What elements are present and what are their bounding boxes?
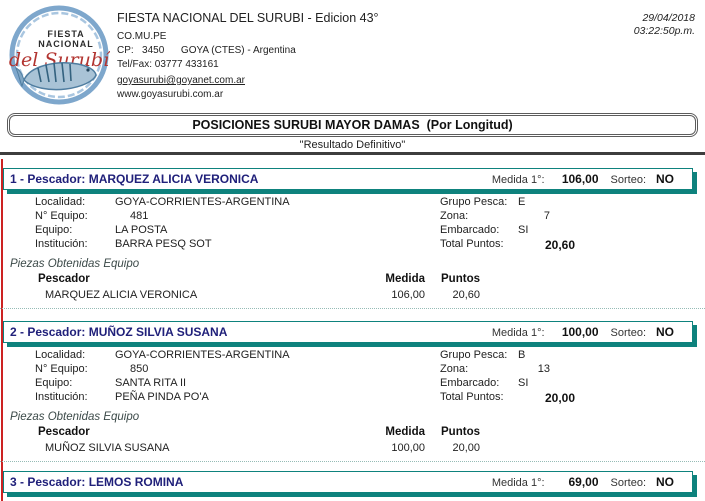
- record-header-right: Medida 1°: 69,00 Sorteo: NO: [492, 475, 678, 489]
- record-header-bar: 1 - Pescador: MARQUEZ ALICIA VERONICA Me…: [3, 168, 693, 190]
- sorteo-value: NO: [656, 475, 674, 489]
- nequipo-label: N° Equipo:: [35, 363, 88, 375]
- org-email: goyasurubi@goyanet.com.ar: [117, 75, 245, 86]
- medida1-value: 69,00: [568, 475, 599, 489]
- pieza-pescador: MUÑOZ SILVIA SUSANA: [45, 442, 170, 454]
- localidad-value: GOYA-CORRIENTES-ARGENTINA: [115, 196, 290, 208]
- sorteo-value: NO: [656, 172, 674, 186]
- institucion-label: Institución:: [35, 238, 88, 250]
- org-header: FIESTA NACIONAL DEL SURUBI - Edicion 43°…: [117, 12, 379, 101]
- piezas-heading: Piezas Obtenidas Equipo: [10, 411, 140, 423]
- record-title: 3 - Pescador: LEMOS ROMINA: [10, 475, 184, 489]
- zona-label: Zona:: [440, 210, 469, 222]
- institucion-label: Institución:: [35, 391, 88, 403]
- col-medida: Medida: [385, 273, 425, 285]
- col-pescador: Pescador: [38, 273, 90, 285]
- embarcado-label: Embarcado:: [440, 224, 500, 236]
- embarcado-value: SI: [518, 377, 529, 389]
- print-date: 29/04/2018: [642, 12, 695, 24]
- embarcado-label: Embarcado:: [440, 377, 500, 389]
- logo-word-fiesta: FIESTA: [47, 29, 84, 39]
- logo-ring-inner: [15, 11, 103, 99]
- org-telfax: Tel/Fax: 03777 433161: [117, 59, 219, 70]
- nequipo-value: 850: [130, 363, 149, 375]
- pieza-pescador: MARQUEZ ALICIA VERONICA: [45, 289, 198, 301]
- sorteo-value: NO: [656, 325, 674, 339]
- col-puntos: Puntos: [441, 426, 480, 438]
- report-title-box: POSICIONES SURUBI MAYOR DAMAS (Por Longi…: [7, 113, 698, 137]
- medida1-label: Medida 1°:: [491, 477, 545, 489]
- header-rule: [0, 152, 705, 155]
- zona-value: 7: [543, 210, 550, 222]
- print-datetime: 29/04/2018 03:22:50p.m.: [634, 12, 695, 38]
- col-pescador: Pescador: [38, 426, 90, 438]
- record-separator: [0, 461, 705, 462]
- total-value: 20,00: [545, 391, 576, 405]
- record-header-bar: 2 - Pescador: MUÑOZ SILVIA SUSANA Medida…: [3, 321, 693, 343]
- zona-label: Zona:: [440, 363, 469, 375]
- org-comupe: CO.MU.PE: [117, 31, 167, 42]
- org-address: CP: 3450 GOYA (CTES) - Argentina: [117, 45, 296, 56]
- record-separator: [0, 308, 705, 309]
- piezas-rows: MARQUEZ ALICIA VERONICA 106,00 20,60: [0, 289, 705, 304]
- equipo-value: LA POSTA: [115, 224, 168, 236]
- record-header-right: Medida 1°: 100,00 Sorteo: NO: [492, 325, 678, 339]
- left-margin-line: [1, 159, 3, 501]
- record-title: 1 - Pescador: MARQUEZ ALICIA VERONICA: [10, 172, 259, 186]
- grupo-value: E: [518, 196, 526, 208]
- total-value: 20,60: [545, 238, 576, 252]
- institucion-value: PEÑA PINDA PO'A: [115, 391, 209, 403]
- piezas-heading: Piezas Obtenidas Equipo: [10, 258, 140, 270]
- total-label: Total Puntos:: [440, 238, 504, 250]
- surubi-fish: [15, 62, 97, 91]
- zona-value: 13: [537, 363, 550, 375]
- record-header-right: Medida 1°: 106,00 Sorteo: NO: [492, 172, 678, 186]
- sorteo-label: Sorteo:: [610, 174, 646, 186]
- col-medida: Medida: [385, 426, 425, 438]
- localidad-label: Localidad:: [35, 196, 86, 208]
- equipo-label: Equipo:: [35, 377, 73, 389]
- total-label: Total Puntos:: [440, 391, 504, 403]
- piezas-rows: MUÑOZ SILVIA SUSANA 100,00 20,00: [0, 442, 705, 457]
- print-time: 03:22:50p.m.: [633, 25, 695, 37]
- logo-word-nacional: NACIONAL: [38, 39, 94, 49]
- record-header-bar: 3 - Pescador: LEMOS ROMINA Medida 1°: 69…: [3, 471, 693, 493]
- nequipo-value: 481: [130, 210, 149, 222]
- pieza-puntos: 20,60: [452, 289, 480, 301]
- embarcado-value: SI: [518, 224, 529, 236]
- report-title: POSICIONES SURUBI MAYOR DAMAS (Por Longi…: [9, 115, 696, 135]
- org-website: www.goyasurubi.com.ar: [117, 89, 224, 100]
- piezas-row: MARQUEZ ALICIA VERONICA 106,00 20,60: [0, 289, 705, 304]
- equipo-value: SANTA RITA II: [115, 377, 187, 389]
- medida1-label: Medida 1°:: [491, 327, 545, 339]
- pieza-medida: 100,00: [391, 442, 425, 454]
- grupo-value: B: [518, 349, 526, 361]
- report-subtitle: "Resultado Definitivo": [299, 139, 406, 151]
- sorteo-label: Sorteo:: [610, 327, 646, 339]
- nequipo-label: N° Equipo:: [35, 210, 88, 222]
- piezas-row: MUÑOZ SILVIA SUSANA 100,00 20,00: [0, 442, 705, 457]
- localidad-label: Localidad:: [35, 349, 86, 361]
- pieza-medida: 106,00: [391, 289, 425, 301]
- pieza-puntos: 20,00: [452, 442, 480, 454]
- equipo-label: Equipo:: [35, 224, 73, 236]
- medida1-value: 100,00: [561, 325, 599, 339]
- grupo-label: Grupo Pesca:: [440, 196, 508, 208]
- org-title: FIESTA NACIONAL DEL SURUBI - Edicion 43°: [117, 11, 379, 25]
- record-title: 2 - Pescador: MUÑOZ SILVIA SUSANA: [10, 325, 228, 339]
- institucion-value: BARRA PESQ SOT: [115, 238, 212, 250]
- medida1-label: Medida 1°:: [491, 174, 545, 186]
- grupo-label: Grupo Pesca:: [440, 349, 508, 361]
- fiesta-surubi-logo: FIESTA NACIONAL del Surubí: [9, 5, 110, 105]
- col-puntos: Puntos: [441, 273, 480, 285]
- sorteo-label: Sorteo:: [610, 477, 646, 489]
- localidad-value: GOYA-CORRIENTES-ARGENTINA: [115, 349, 290, 361]
- medida1-value: 106,00: [561, 172, 599, 186]
